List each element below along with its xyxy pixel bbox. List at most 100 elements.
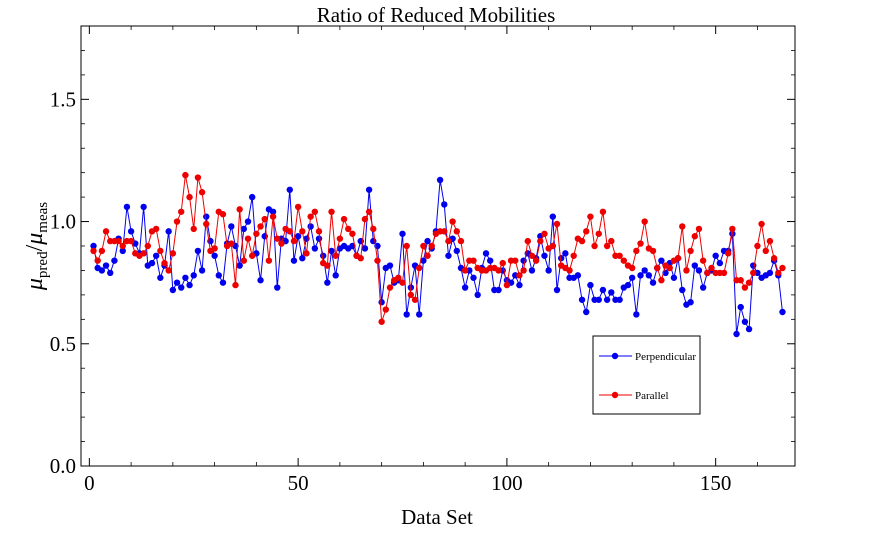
data-point-parallel [370,225,377,233]
data-point-perpendicular [766,269,774,277]
data-point-perpendicular [98,267,106,274]
data-point-perpendicular [407,284,415,291]
data-point-parallel [441,228,448,235]
data-point-perpendicular [624,281,632,289]
data-point-parallel [599,208,607,215]
data-point-perpendicular [603,296,611,303]
data-point-parallel [766,237,774,245]
data-point-perpendicular [219,279,227,286]
data-point-parallel [570,252,577,259]
data-point-parallel [311,208,319,215]
data-point-perpendicular [403,311,410,318]
data-point-parallel [357,255,364,262]
data-point-parallel [315,228,323,235]
y-label-numerator-sub: pred [35,251,51,278]
data-point-perpendicular [695,267,703,274]
data-point-parallel [457,237,465,245]
data-point-perpendicular [699,284,707,291]
data-point-parallel [253,230,260,237]
data-point-parallel [395,274,402,281]
legend-box [592,335,701,415]
data-point-perpendicular [299,255,306,262]
data-point-perpendicular [587,281,594,289]
data-point-perpendicular [424,237,431,245]
y-tick-label: 0.0 [50,454,76,478]
data-point-parallel [299,228,306,235]
data-point-parallel [411,296,419,303]
data-point-parallel [361,215,369,223]
data-point-perpendicular [641,267,648,274]
data-point-parallel [445,237,452,245]
data-point-parallel [620,257,628,264]
data-point-perpendicular [436,176,444,184]
data-point-perpendicular [178,284,185,291]
data-point-perpendicular [169,286,177,294]
data-point-parallel [566,267,573,274]
data-point-parallel [512,257,519,264]
data-point-perpendicular [248,193,256,201]
data-point-parallel [157,247,164,255]
data-point-perpendicular [516,281,523,289]
data-point-perpendicular [737,303,744,311]
data-point-parallel [603,242,611,250]
y-axis-label: μpred/μmeas [22,202,51,291]
data-point-parallel [307,213,314,220]
data-point-perpendicular [549,213,557,220]
data-point-perpendicular [741,318,749,325]
data-point-perpendicular [528,267,536,274]
data-point-parallel [244,235,252,242]
data-point-parallel [386,284,394,291]
data-point-perpendicular [203,213,210,220]
data-point-perpendicular [319,252,327,259]
data-point-parallel [658,277,665,284]
data-point-parallel [537,237,544,245]
data-point-parallel [666,264,673,272]
data-point-perpendicular [119,247,126,255]
data-point-perpendicular [716,259,724,267]
data-point-parallel [741,284,749,291]
data-point-perpendicular [361,245,369,252]
data-point-perpendicular [562,250,569,257]
data-point-parallel [161,259,168,267]
data-point-parallel [186,193,193,201]
data-point-perpendicular [441,201,448,208]
data-point-perpendicular [420,257,427,264]
data-point-perpendicular [111,257,118,264]
data-point-perpendicular [244,218,252,225]
data-point-parallel [720,269,728,277]
data-point-parallel [595,230,602,237]
data-point-parallel [236,206,243,213]
data-point-perpendicular [608,289,615,296]
data-point-perpendicular [645,272,653,279]
data-point-perpendicular [599,286,607,294]
data-point-perpendicular [228,223,235,230]
data-point-perpendicular [545,267,552,274]
data-point-parallel [520,267,527,274]
data-point-parallel [724,250,732,257]
data-point-parallel [173,218,181,225]
data-point-parallel [165,267,172,274]
data-point-perpendicular [578,296,586,303]
data-point-parallel [495,267,502,274]
data-point-parallel [541,230,548,237]
data-point-perpendicular [495,286,502,294]
y-label-slash: / [22,244,48,251]
data-point-parallel [453,228,460,235]
data-point-perpendicular [157,274,164,281]
data-point-parallel [729,225,736,233]
data-point-perpendicular [182,274,189,281]
data-point-perpendicular [386,262,394,269]
legend-swatch-dot [611,391,619,399]
data-point-perpendicular [474,291,481,299]
data-point-parallel [424,252,431,259]
data-point-perpendicular [658,257,665,264]
data-point-parallel [461,267,469,274]
data-point-perpendicular [520,257,527,264]
data-point-parallel [261,215,268,223]
data-point-perpendicular [257,277,264,284]
data-point-parallel [194,174,202,181]
x-tick-label: 100 [491,471,523,495]
data-point-parallel [119,242,126,250]
data-point-perpendicular [328,247,335,255]
